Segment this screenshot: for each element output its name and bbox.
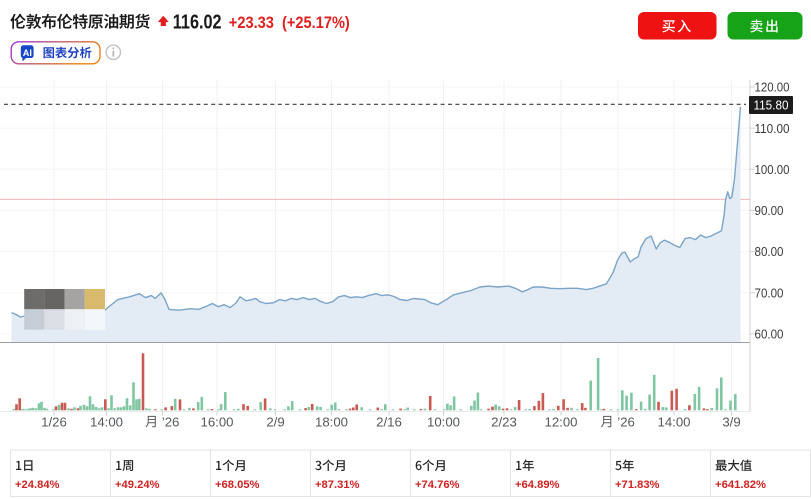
svg-text:1/26: 1/26 [41, 414, 67, 429]
svg-text:2/9: 2/9 [266, 414, 284, 429]
svg-text:100.00: 100.00 [755, 162, 790, 177]
svg-text:12:00: 12:00 [544, 414, 577, 429]
svg-text:+71.83%: +71.83% [615, 479, 660, 491]
svg-text:70.00: 70.00 [755, 285, 784, 300]
svg-text:+24.84%: +24.84% [15, 479, 60, 491]
svg-text:14:00: 14:00 [90, 414, 123, 429]
svg-text:AI: AI [23, 48, 32, 58]
svg-text:115.80: 115.80 [754, 99, 789, 113]
svg-text:+641.82%: +641.82% [715, 479, 766, 491]
svg-text:60.00: 60.00 [755, 327, 784, 342]
svg-text:10:00: 10:00 [427, 414, 460, 429]
svg-text:+87.31%: +87.31% [315, 479, 360, 491]
svg-text:14:00: 14:00 [657, 414, 690, 429]
svg-text:90.00: 90.00 [755, 203, 784, 218]
svg-text:+64.89%: +64.89% [515, 479, 560, 491]
svg-text:18:00: 18:00 [315, 414, 348, 429]
svg-text:+49.24%: +49.24% [115, 479, 160, 491]
svg-text:120.00: 120.00 [755, 80, 790, 95]
svg-text:+68.05%: +68.05% [215, 479, 260, 491]
svg-text:3/9: 3/9 [722, 414, 740, 429]
svg-text:16:00: 16:00 [200, 414, 233, 429]
svg-text:110.00: 110.00 [755, 121, 790, 136]
svg-text:116.02: 116.02 [173, 11, 222, 33]
svg-text:80.00: 80.00 [755, 244, 784, 259]
svg-text:2/16: 2/16 [376, 414, 402, 429]
svg-text:’26: ’26 [617, 414, 635, 429]
svg-text:+74.76%: +74.76% [415, 479, 460, 491]
svg-text:+23.33 (+25.17%): +23.33 (+25.17%) [229, 14, 350, 32]
svg-text:’26: ’26 [162, 414, 180, 429]
svg-text:2/23: 2/23 [491, 414, 517, 429]
